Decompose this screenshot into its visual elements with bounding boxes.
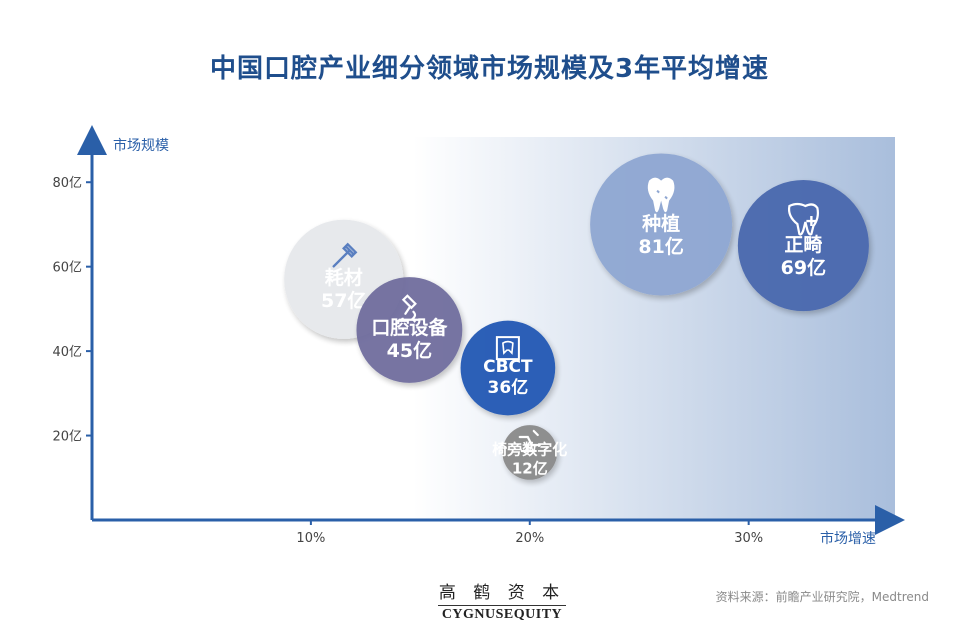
source-note: 资料来源：前瞻产业研究院，Medtrend bbox=[715, 590, 929, 604]
chart-title: 中国口腔产业细分领域市场规模及3年平均增速 bbox=[209, 54, 770, 84]
y-ticks: 20亿 40亿 60亿 80亿 bbox=[52, 176, 92, 445]
bubble-value-label: 36亿 bbox=[488, 377, 529, 398]
implant-tooth-icon bbox=[647, 177, 675, 213]
x-ticks: 10% 20% 30% bbox=[296, 520, 763, 546]
brand-english-name: CYGNUSEQUITY bbox=[438, 605, 566, 623]
bubble-name-label: 椅旁数字化 bbox=[492, 441, 567, 459]
orthodontic-tooth-icon bbox=[787, 202, 819, 236]
bubble-value-label: 45亿 bbox=[387, 339, 432, 362]
y-tick-label: 80亿 bbox=[52, 176, 82, 191]
bubble-name-label: CBCT bbox=[483, 357, 533, 377]
bubble-value-label: 57亿 bbox=[321, 289, 366, 312]
dental-chair-icon bbox=[518, 429, 541, 453]
bubble-value-label: 69亿 bbox=[781, 256, 826, 279]
bubble-circle bbox=[737, 180, 869, 312]
bubble-name-label: 正畸 bbox=[784, 233, 822, 256]
bubble-value-label: 12亿 bbox=[512, 460, 548, 478]
x-tick-label: 30% bbox=[734, 531, 763, 546]
x-axis-label: 市场增速 bbox=[820, 530, 876, 547]
brand-logo: 高 鹤 资 本 CYGNUSEQUITY bbox=[438, 578, 566, 623]
bubble-circle bbox=[502, 425, 558, 480]
bubble-circle bbox=[356, 277, 463, 383]
instrument-icon bbox=[332, 242, 358, 268]
bubble-name-label: 口腔设备 bbox=[371, 316, 448, 339]
x-tick-label: 10% bbox=[296, 531, 325, 546]
x-tick-label: 20% bbox=[515, 531, 544, 546]
bubble-value-label: 81亿 bbox=[638, 235, 683, 258]
brand-chinese-name: 高 鹤 资 本 bbox=[438, 583, 566, 603]
y-tick-label: 40亿 bbox=[52, 345, 82, 360]
y-tick-label: 20亿 bbox=[52, 430, 82, 445]
y-tick-label: 60亿 bbox=[52, 261, 82, 276]
y-axis-label: 市场规模 bbox=[113, 137, 169, 154]
bubble-circle bbox=[590, 153, 733, 296]
bubble-circle bbox=[460, 320, 556, 416]
scan-icon bbox=[495, 336, 520, 361]
bubble-name-label: 耗材 bbox=[325, 266, 363, 289]
bubble-name-label: 种植 bbox=[641, 212, 680, 235]
microscope-icon bbox=[398, 294, 421, 321]
